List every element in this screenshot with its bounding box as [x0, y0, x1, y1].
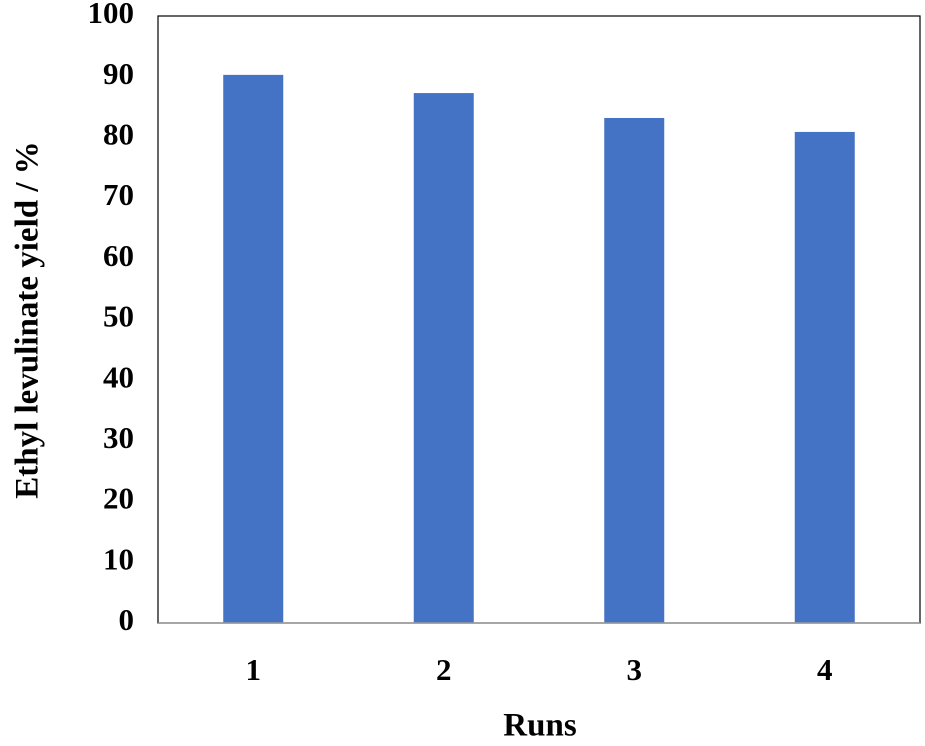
x-tick-label: 3: [627, 652, 643, 687]
y-tick-label: 10: [103, 541, 134, 576]
y-tick-label: 40: [103, 359, 134, 394]
bar: [223, 74, 284, 623]
bar: [413, 93, 474, 624]
x-tick-label: 4: [817, 652, 833, 687]
bar: [604, 117, 665, 623]
y-tick-label: 60: [103, 238, 134, 273]
y-tick-label: 80: [103, 117, 134, 152]
y-tick-label: 90: [103, 56, 134, 91]
x-axis-title: Runs: [503, 708, 577, 744]
bar: [794, 131, 855, 623]
x-tick-label: 2: [436, 652, 452, 687]
y-tick-label: 30: [103, 420, 134, 455]
x-tick-label: 1: [246, 652, 262, 687]
y-axis-title: Ethyl levulinate yield / %: [10, 141, 46, 499]
y-tick-label: 100: [88, 0, 135, 30]
y-tick-label: 20: [103, 481, 134, 516]
y-tick-label: 70: [103, 177, 134, 212]
y-tick-label: 50: [103, 299, 134, 334]
y-tick-label: 0: [119, 602, 135, 637]
